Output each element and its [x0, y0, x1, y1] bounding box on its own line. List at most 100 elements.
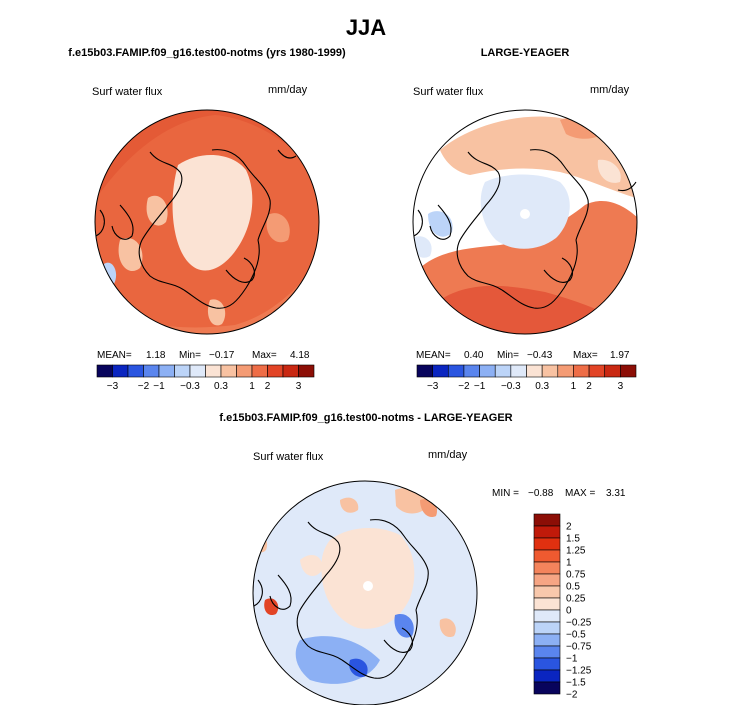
panel-diff-colorbar-swatch [533, 633, 561, 647]
panel-model-colorbar-tick-label: 0.3 [214, 381, 228, 392]
panel-model-colorbar-tick-label: −0.3 [180, 381, 200, 392]
panel-obs-colorbar-tick-label: 3 [618, 381, 624, 392]
panel-obs-colorbar-tick-label: −3 [427, 381, 439, 392]
panel-obs-min-value: −0.43 [527, 350, 553, 361]
panel-diff-colorbar-swatch [533, 681, 561, 695]
panel-obs-colorbar-swatch [573, 364, 590, 378]
panel-obs-boundary [412, 109, 638, 335]
panel-diff-colorbar-tick-label: −0.5 [566, 630, 586, 641]
panel-model-colorbar-tick-label: −3 [107, 381, 119, 392]
panel-model-colorbar-swatch [267, 364, 284, 378]
panel-obs-stats: MEAN= 0.40 Min= −0.43 Max= 1.97 [416, 350, 630, 361]
panel-model-colorbar-swatch [112, 364, 129, 378]
panel-diff-colorbar-tick-label: −0.25 [566, 618, 592, 629]
panel-model-colorbar-swatch [251, 364, 268, 378]
panel-obs-colorbar-swatch [557, 364, 574, 378]
panel-model-colorbar-swatch [96, 364, 113, 378]
panel-diff-colorbar-swatch [533, 585, 561, 599]
panel-diff-colorbar-swatch [533, 525, 561, 539]
panel-obs-units: mm/day [590, 84, 630, 96]
panel-diff-header: f.e15b03.FAMIP.f09_g16.test00-notms - LA… [219, 412, 512, 424]
panel-obs-colorbar-swatch [416, 364, 433, 378]
panel-model-colorbar-tick-label: 2 [265, 381, 271, 392]
panel-obs-min-label: Min= [497, 350, 519, 361]
panel-model-map [95, 110, 319, 334]
panel-model-colorbar-swatch [158, 364, 175, 378]
panel-model-colorbar-swatch [205, 364, 222, 378]
panel-diff-colorbar-swatch [533, 513, 561, 527]
panel-obs-colorbar-tick-label: 1 [571, 381, 577, 392]
panel-model-colorbar-swatch [236, 364, 253, 378]
panel-diff-colorbar-tick-label: 2 [566, 522, 572, 533]
panel-diff-colorbar-tick-label: −1.5 [566, 678, 586, 689]
panel-model-header: f.e15b03.FAMIP.f09_g16.test00-notms (yrs… [68, 47, 346, 59]
panel-diff-colorbar-swatch [533, 549, 561, 563]
panel-obs-colorbar-tick-label: 0.3 [535, 381, 549, 392]
panel-obs-mean-value: 0.40 [464, 350, 484, 361]
panel-diff-colorbar-tick-label: −1.25 [566, 666, 592, 677]
panel-obs-colorbar-swatch [447, 364, 465, 378]
panel-obs-header: LARGE-YEAGER [481, 47, 570, 59]
panel-diff-coastlines [253, 519, 429, 679]
panel-diff-min-label: MIN = [492, 488, 519, 499]
panel-diff-colorbar-tick-label: 1.5 [566, 534, 580, 545]
panel-model-min-label: Min= [179, 350, 201, 361]
panel-model-max-label: Max= [252, 350, 277, 361]
panel-diff-max-value: 3.31 [606, 488, 626, 499]
panel-diff-colorbar-tick-label: 0.5 [566, 582, 580, 593]
panel-model-colorbar-swatch [189, 364, 206, 378]
panel-model-colorbar-tick-label: −1 [153, 381, 165, 392]
panel-obs-colorbar-swatch [620, 364, 637, 378]
panel-model-colorbar-swatch [127, 364, 144, 378]
panel-diff-colorbar-tick-label: −2 [566, 690, 578, 701]
panel-model-mean-label: MEAN= [97, 350, 132, 361]
panel-model-mean-value: 1.18 [146, 350, 166, 361]
panel-obs-colorbar-tick-label: −0.3 [501, 381, 521, 392]
panel-obs-colorbar-swatch [463, 364, 480, 378]
panel-diff-colorbar-swatch [533, 537, 561, 551]
panel-diff-colorbar-tick-label: 0 [566, 606, 572, 617]
panel-obs-max-value: 1.97 [610, 350, 630, 361]
panel-model-variable: Surf water flux [92, 86, 163, 98]
panel-diff-colorbar-swatch [533, 573, 561, 587]
panel-diff-colorbar: 21.51.2510.750.50.250−0.25−0.5−0.75−1−1.… [533, 513, 592, 701]
panel-model-colorbar-swatch [282, 364, 299, 378]
panel-model-colorbar-swatch [298, 364, 315, 378]
panel-diff-colorbar-tick-label: 1.25 [566, 546, 586, 557]
panel-diff-colorbar-tick-label: 1 [566, 558, 572, 569]
panel-model-coastlines [95, 149, 297, 309]
panel-diff-colorbar-swatch [533, 657, 561, 671]
panel-model-colorbar-tick-label: −2 [138, 381, 150, 392]
panel-model-colorbar-swatch [174, 364, 191, 378]
panel-obs-colorbar: −3 −2 −1 −0.3 0.3 1 2 3 [416, 364, 637, 392]
panel-obs-variable: Surf water flux [413, 86, 484, 98]
panel-diff-colorbar-swatch [533, 609, 561, 623]
panel-obs-colorbar-tick-label: −2 [458, 381, 470, 392]
panel-model-stats: MEAN= 1.18 Min= −0.17 Max= 4.18 [97, 350, 310, 361]
panel-obs-colorbar-swatch [432, 364, 449, 378]
panel-model-colorbar-swatch [143, 364, 160, 378]
panel-obs-max-label: Max= [573, 350, 598, 361]
panel-model-units: mm/day [268, 84, 308, 96]
panel-model-colorbar-tick-label: 1 [249, 381, 255, 392]
panel-obs-colorbar-swatch [479, 364, 496, 378]
panel-diff-colorbar-swatch [533, 597, 561, 611]
panel-obs-colorbar-tick-label: −1 [474, 381, 486, 392]
panel-obs-colorbar-swatch [541, 364, 559, 378]
panel-obs-mean-label: MEAN= [416, 350, 451, 361]
panel-model-min-value: −0.17 [209, 350, 235, 361]
panel-obs-map [413, 110, 637, 334]
panel-diff-units: mm/day [428, 449, 468, 461]
panel-obs-colorbar-swatch [604, 364, 621, 378]
panel-diff-colorbar-tick-label: 0.75 [566, 570, 586, 581]
page-title: JJA [346, 15, 386, 40]
panel-diff-colorbar-tick-label: −0.75 [566, 642, 592, 653]
panel-diff-colorbar-swatch [533, 669, 561, 683]
panel-obs-colorbar-swatch [526, 364, 543, 378]
panel-model-max-value: 4.18 [290, 350, 310, 361]
panel-diff-max-label: MAX = [565, 488, 595, 499]
panel-diff-colorbar-tick-label: 0.25 [566, 594, 586, 605]
panel-diff-colorbar-tick-label: −1 [566, 654, 578, 665]
panel-model-boundary [94, 109, 320, 335]
